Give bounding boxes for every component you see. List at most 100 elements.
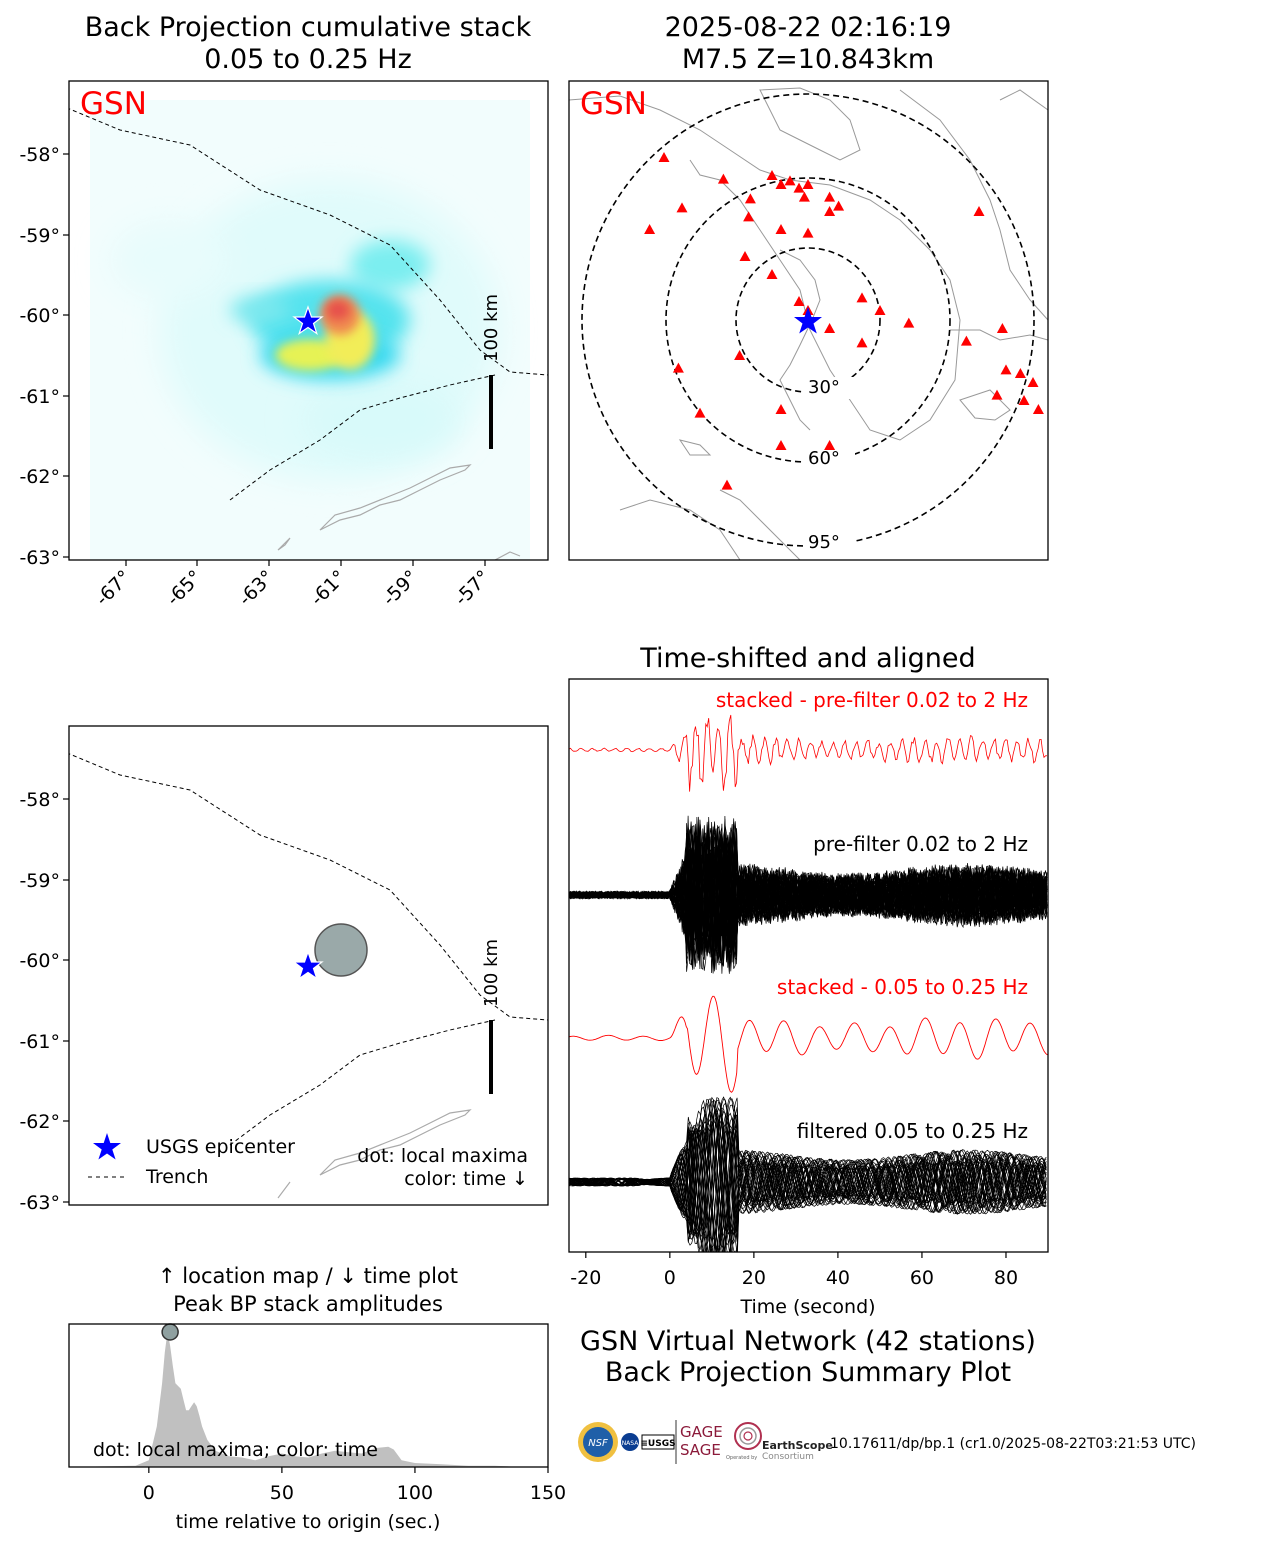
- station-triangle-icon: [766, 170, 778, 180]
- sage-logo-text: SAGE: [680, 1441, 721, 1459]
- event-title-2: M7.5 Z=10.843km: [682, 44, 934, 75]
- station-triangle-icon: [672, 362, 684, 373]
- x-tick-label: 20: [742, 1267, 766, 1289]
- ring-label-30: 30°: [808, 377, 840, 398]
- station-markers: [644, 152, 1044, 490]
- earthscope-logo-icon: [734, 1422, 762, 1450]
- seismogram-traces: [569, 714, 1048, 1252]
- filtered-trace: [569, 1099, 1047, 1252]
- station-triangle-icon: [991, 389, 1003, 400]
- station-triangle-icon: [694, 407, 706, 418]
- filtered-trace: [569, 1104, 1047, 1252]
- filtered-trace: [569, 1122, 1047, 1252]
- label-stacked-prefilter: stacked - pre-filter 0.02 to 2 Hz: [716, 688, 1028, 712]
- y-tick-label: -60°: [19, 305, 60, 327]
- x-tick-label: 100: [397, 1482, 433, 1504]
- time-plot-xlabel: time relative to origin (sec.): [176, 1511, 441, 1533]
- location-map-y-ticks: -58° -59° -60° -61° -62° -63°: [19, 789, 69, 1214]
- summary-title-1: GSN Virtual Network (42 stations): [580, 1326, 1036, 1357]
- epicenter-star-icon: [292, 950, 324, 980]
- epicenter-star-icon: [292, 305, 324, 335]
- ring-label-60: 60°: [808, 448, 840, 469]
- bp-heatmap: 100 km GSN: [69, 81, 548, 560]
- prefilter-trace: [569, 842, 1048, 973]
- time-plot-panel: ↑ location map / ↓ time plot Peak BP sta…: [68, 1264, 566, 1533]
- y-tick-label: -62°: [19, 466, 60, 488]
- time-plot-frame: [68, 1323, 549, 1468]
- svg-text:NSF: NSF: [588, 1438, 608, 1449]
- stacked-filtered-trace: [569, 995, 1048, 1093]
- summary-title-2: Back Projection Summary Plot: [605, 1357, 1011, 1388]
- station-map-panel: 2025-08-22 02:16:19 M7.5 Z=10.843km: [568, 12, 1049, 561]
- x-tick-label: -65°: [162, 566, 206, 610]
- trench-line: [69, 753, 548, 1021]
- doi-text: 10.17611/dp/bp.1 (cr1.0/2025-08-22T03:21…: [830, 1436, 1196, 1452]
- bp-map-title-2: 0.05 to 0.25 Hz: [204, 44, 412, 75]
- world-coastlines: [569, 87, 1048, 560]
- trace-title: Time-shifted and aligned: [639, 643, 975, 674]
- station-triangle-icon: [798, 191, 810, 202]
- time-plot-title-2: Peak BP stack amplitudes: [173, 1292, 443, 1316]
- coastline: [319, 464, 472, 531]
- station-triangle-icon: [775, 179, 787, 189]
- station-triangle-icon: [717, 173, 729, 184]
- network-label: GSN: [80, 86, 147, 122]
- y-tick-label: -63°: [19, 547, 60, 569]
- bp-map-panel: Back Projection cumulative stack 0.05 to…: [19, 12, 549, 610]
- bp-map-y-ticks: -58° -59° -60° -61° -62° -63°: [19, 144, 69, 569]
- station-triangle-icon: [1027, 377, 1039, 387]
- x-tick-label: -59°: [378, 566, 422, 610]
- coastline: [319, 1109, 472, 1176]
- station-triangle-icon: [824, 191, 836, 202]
- x-tick-label: -67°: [91, 566, 135, 610]
- svg-text:≡USGS: ≡USGS: [640, 1439, 675, 1449]
- y-tick-label: -61°: [19, 386, 60, 408]
- location-map-frame: [68, 725, 549, 1206]
- station-triangle-icon: [1014, 368, 1026, 378]
- y-tick-label: -58°: [19, 789, 60, 811]
- y-tick-label: -62°: [19, 1111, 60, 1133]
- x-tick-label: 60: [910, 1267, 934, 1289]
- epicenter-star-icon: [794, 307, 822, 334]
- location-note-1: dot: local maxima: [357, 1145, 528, 1167]
- svg-text:NASA: NASA: [622, 1440, 640, 1447]
- station-triangle-icon: [996, 323, 1008, 333]
- location-note-2: color: time ↓: [404, 1168, 528, 1190]
- y-tick-label: -60°: [19, 950, 60, 972]
- y-tick-label: -59°: [19, 870, 60, 892]
- y-tick-label: -58°: [19, 144, 60, 166]
- x-tick-label: 0: [664, 1267, 676, 1289]
- ring-label-95: 95°: [808, 532, 840, 553]
- nsf-logo-icon: NSF: [578, 1422, 618, 1462]
- y-tick-label: -63°: [19, 1192, 60, 1214]
- station-triangle-icon: [856, 337, 868, 348]
- stacked-prefilter-trace: [569, 714, 1047, 792]
- operated-by-text: Operated by: [726, 1455, 757, 1461]
- label-prefilter: pre-filter 0.02 to 2 Hz: [813, 832, 1028, 856]
- label-filtered: filtered 0.05 to 0.25 Hz: [797, 1119, 1028, 1143]
- station-triangle-icon: [960, 335, 972, 346]
- station-triangle-icon: [739, 251, 751, 261]
- station-triangle-icon: [856, 292, 868, 303]
- x-tick-label: 80: [994, 1267, 1018, 1289]
- station-triangle-icon: [802, 179, 814, 189]
- filtered-trace: [569, 1097, 1047, 1244]
- prefilter-trace: [569, 819, 1048, 967]
- station-map-frame: [568, 80, 1049, 561]
- station-triangle-icon: [903, 317, 915, 328]
- station-triangle-icon: [775, 440, 787, 450]
- x-tick-label: 50: [270, 1482, 294, 1504]
- trench-line-south: [229, 374, 496, 501]
- peak-maxima-dot: [161, 1323, 179, 1341]
- prefilter-trace: [569, 825, 1048, 967]
- label-stacked-filtered: stacked - 0.05 to 0.25 Hz: [777, 975, 1028, 999]
- x-tick-label: -20: [570, 1267, 601, 1289]
- station-triangle-icon: [833, 200, 845, 211]
- earthscope-text: EarthScope: [762, 1439, 833, 1452]
- station-triangle-icon: [658, 152, 670, 162]
- bp-map-x-ticks: -67° -65° -63° -61° -59° -57°: [91, 560, 495, 610]
- bp-map-title-1: Back Projection cumulative stack: [85, 12, 532, 43]
- station-triangle-icon: [743, 211, 755, 222]
- location-map-panel: 100 km USGS epicenter Trench dot: local …: [19, 725, 549, 1214]
